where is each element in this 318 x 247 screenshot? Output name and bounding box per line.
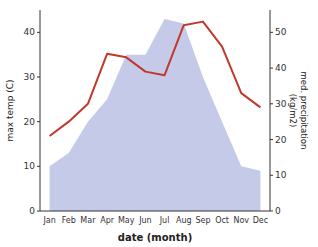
x-tick-label: Mar xyxy=(80,216,96,225)
y-tick-label: 0 xyxy=(29,206,35,216)
y2-tick xyxy=(270,175,273,176)
x-tick-label: Oct xyxy=(215,216,229,225)
y-axis-line xyxy=(40,10,41,211)
x-tick-label: Jun xyxy=(138,216,152,225)
y2-tick-label: 50 xyxy=(275,27,287,37)
y2-tick-label: 30 xyxy=(275,99,287,109)
x-tick-label: Nov xyxy=(233,216,249,225)
y-tick xyxy=(37,32,40,33)
x-tick-label: Apr xyxy=(100,216,115,225)
y-tick xyxy=(37,77,40,78)
y2-tick xyxy=(270,103,273,104)
x-axis-title: date (month) xyxy=(118,232,192,243)
y-tick-label: 10 xyxy=(24,161,36,171)
y2-tick-label: 40 xyxy=(275,63,287,73)
y2-axis-title-line: (kg/m2) xyxy=(288,94,298,128)
x-tick-label: Dec xyxy=(253,216,268,225)
area xyxy=(50,19,261,211)
y2-tick-label: 0 xyxy=(275,206,281,216)
y-axis-title: max temp (C) xyxy=(5,79,15,141)
chart: 0 10 20 30 40 0 10 20 30 40 50 Jan Feb Mar AprMayJun Ju… xyxy=(0,0,318,247)
y2-tick-label: 20 xyxy=(275,135,287,145)
y-tick xyxy=(37,211,40,212)
x-axis-line xyxy=(40,211,270,212)
line xyxy=(50,22,261,136)
x-tick-label: Jul xyxy=(159,216,170,225)
y2-tick xyxy=(270,139,273,140)
x-tick-label: Sep xyxy=(195,216,210,225)
y2-tick xyxy=(270,211,273,212)
x-tick-label: Feb xyxy=(62,216,76,225)
y2-axis-title: med. precipitation(kg/m2) xyxy=(288,72,309,150)
y2-axis-line xyxy=(270,10,271,211)
y-tick xyxy=(37,121,40,122)
x-tick-label: Aug xyxy=(176,216,192,225)
y2-tick xyxy=(270,32,273,33)
y2-axis-title-line: med. precipitation xyxy=(299,72,309,150)
y-tick-label: 30 xyxy=(24,72,36,82)
y-tick xyxy=(37,166,40,167)
x-tick-label: May xyxy=(118,216,135,225)
y-tick-label: 20 xyxy=(24,117,36,127)
y2-tick xyxy=(270,68,273,69)
x-tick-label: Jan xyxy=(42,216,55,225)
y2-tick-label: 10 xyxy=(275,170,287,180)
plot-area xyxy=(50,19,261,211)
y-tick-label: 40 xyxy=(24,27,36,37)
